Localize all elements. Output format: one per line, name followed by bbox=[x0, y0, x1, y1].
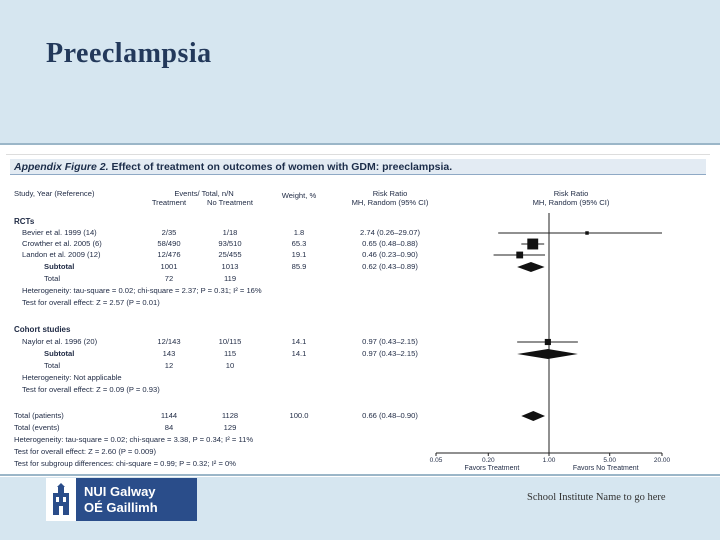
treatment-value: 1144 bbox=[160, 411, 178, 420]
risk-ratio-ci: 2.74 (0.26–29.07) bbox=[360, 228, 420, 237]
pooled-estimate-diamond bbox=[517, 262, 545, 272]
risk-ratio-ci: 0.62 (0.43–0.89) bbox=[362, 262, 418, 271]
logo-text: NUI Galway OÉ Gaillimh bbox=[76, 484, 158, 516]
x-tick-label: 1.00 bbox=[543, 457, 556, 464]
header-band bbox=[0, 0, 720, 143]
forest-plot-figure: Appendix Figure 2. Effect of treatment o… bbox=[6, 154, 710, 475]
statistics-note: Test for overall effect: Z = 2.57 (P = 0… bbox=[22, 298, 160, 307]
study-label: Total bbox=[44, 361, 61, 370]
statistics-note: Heterogeneity: tau-square = 0.02; chi-sq… bbox=[14, 435, 254, 444]
weight-value: 65.3 bbox=[291, 239, 307, 248]
favors-treatment-label: Favors Treatment bbox=[464, 465, 519, 472]
study-estimate-marker bbox=[585, 231, 589, 235]
no-treatment-value: 119 bbox=[223, 274, 237, 283]
no-treatment-value: 129 bbox=[223, 423, 237, 432]
risk-ratio-ci: 0.65 (0.48–0.88) bbox=[362, 239, 418, 248]
no-treatment-value: 1013 bbox=[221, 262, 239, 271]
weight-value: 85.9 bbox=[291, 262, 307, 271]
treatment-value: 12/476 bbox=[157, 250, 181, 259]
pooled-estimate-diamond bbox=[517, 349, 578, 359]
statistics-note: Heterogeneity: Not applicable bbox=[22, 373, 122, 382]
header-weight: Weight, % bbox=[281, 191, 317, 200]
logo-line-2: OÉ Gaillimh bbox=[84, 499, 158, 515]
header-treatment: Treatment bbox=[151, 198, 187, 207]
risk-ratio-ci: 0.97 (0.43–2.15) bbox=[362, 349, 418, 358]
header-events: Events/ Total, n/N bbox=[174, 189, 234, 198]
header-risk-ratio: Risk Ratio bbox=[372, 189, 408, 198]
university-crest-icon bbox=[46, 478, 76, 521]
header-study: Study, Year (Reference) bbox=[14, 189, 95, 198]
statistics-note: Test for overall effect: Z = 0.09 (P = 0… bbox=[22, 385, 160, 394]
x-tick-label: 0.20 bbox=[482, 457, 495, 464]
study-label: Crowther et al. 2005 (6) bbox=[22, 239, 102, 248]
weight-value: 19.1 bbox=[291, 250, 307, 259]
study-label: Total (patients) bbox=[14, 411, 64, 420]
header-divider bbox=[0, 143, 720, 145]
section-heading: Cohort studies bbox=[14, 325, 71, 334]
logo-line-1: NUI Galway bbox=[84, 483, 156, 499]
section-heading: RCTs bbox=[14, 217, 35, 226]
header-mh-random: MH, Random (95% CI) bbox=[351, 198, 429, 207]
plot-header-risk-ratio: Risk Ratio bbox=[553, 189, 589, 198]
forest-plot: 0.05 0.20 1.00 5.00 20.00 Favors Treatment Fav… bbox=[430, 213, 671, 472]
weight-value: 14.1 bbox=[291, 337, 307, 346]
study-estimate-marker bbox=[516, 251, 524, 259]
no-treatment-value: 1/18 bbox=[222, 228, 238, 237]
study-label: Total (events) bbox=[14, 423, 60, 432]
university-logo: NUI Galway OÉ Gaillimh bbox=[46, 478, 197, 521]
figure-title-text: Effect of treatment on outcomes of women… bbox=[111, 161, 453, 173]
no-treatment-value: 115 bbox=[223, 349, 237, 358]
x-tick-label: 20.00 bbox=[654, 457, 671, 464]
statistics-note: Test for overall effect: Z = 2.60 (P = 0… bbox=[14, 447, 156, 456]
header-no-treatment: No Treatment bbox=[206, 198, 253, 207]
favors-no-treatment-label: Favors No Treatment bbox=[573, 465, 639, 472]
no-treatment-value: 10/115 bbox=[218, 337, 242, 346]
treatment-value: 12/143 bbox=[157, 337, 181, 346]
study-label: Naylor et al. 1996 (20) bbox=[22, 337, 98, 346]
treatment-value: 84 bbox=[164, 423, 174, 432]
study-estimate-marker bbox=[527, 238, 539, 250]
figure-title-prefix: Appendix Figure 2. bbox=[14, 161, 109, 173]
risk-ratio-ci: 0.46 (0.23–0.90) bbox=[362, 250, 418, 259]
weight-value: 1.8 bbox=[293, 228, 305, 237]
weight-value: 14.1 bbox=[291, 349, 307, 358]
x-tick-label: 0.05 bbox=[430, 457, 443, 464]
no-treatment-value: 1128 bbox=[221, 411, 239, 420]
treatment-value: 58/490 bbox=[157, 239, 181, 248]
pooled-estimate-diamond bbox=[521, 411, 546, 421]
treatment-value: 72 bbox=[164, 274, 174, 283]
institute-name: School Institute Name to go here bbox=[527, 492, 666, 503]
figure-title: Appendix Figure 2. Effect of treatment o… bbox=[10, 159, 706, 175]
no-treatment-value: 25/455 bbox=[218, 250, 242, 259]
treatment-value: 2/35 bbox=[161, 228, 177, 237]
treatment-value: 12 bbox=[164, 361, 174, 370]
risk-ratio-ci: 0.97 (0.43–2.15) bbox=[362, 337, 418, 346]
subtotal-label: Subtotal bbox=[44, 262, 75, 271]
x-tick-label: 5.00 bbox=[603, 457, 616, 464]
no-treatment-value: 93/510 bbox=[218, 239, 242, 248]
study-estimate-marker bbox=[544, 338, 551, 346]
slide-title: Preeclampsia bbox=[46, 38, 212, 69]
plot-header-mh-random: MH, Random (95% CI) bbox=[532, 198, 610, 207]
study-label: Landon et al. 2009 (12) bbox=[22, 250, 101, 259]
treatment-value: 143 bbox=[162, 349, 176, 358]
study-label: Total bbox=[44, 274, 61, 283]
footer-divider bbox=[0, 474, 720, 476]
weight-value: 100.0 bbox=[289, 411, 309, 420]
no-treatment-value: 10 bbox=[225, 361, 235, 370]
treatment-value: 1001 bbox=[160, 262, 178, 271]
statistics-note: Test for subgroup differences: chi-squar… bbox=[14, 459, 236, 468]
study-label: Bevier et al. 1999 (14) bbox=[22, 228, 97, 237]
subtotal-label: Subtotal bbox=[44, 349, 75, 358]
statistics-note: Heterogeneity: tau-square = 0.02; chi-sq… bbox=[22, 286, 262, 295]
risk-ratio-ci: 0.66 (0.48–0.90) bbox=[362, 411, 418, 420]
